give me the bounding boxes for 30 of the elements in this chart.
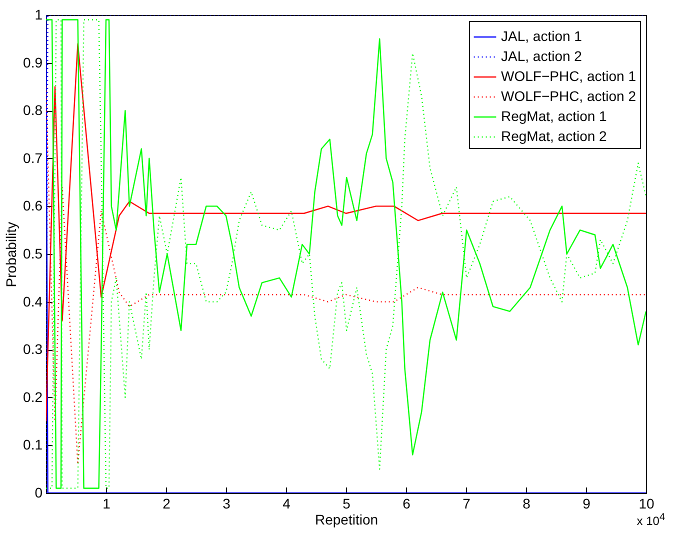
x-tick-label: 3 [222,496,231,512]
legend-label: WOLF−PHC, action 1 [501,68,636,84]
legend-label: JAL, action 1 [501,28,582,44]
legend-label: RegMat, action 1 [501,108,608,124]
x-axis-title: Repetition [314,512,378,528]
legend-label: JAL, action 2 [501,48,582,64]
y-tick-label: 0.3 [23,341,43,358]
x-tick-label: 2 [162,496,171,512]
x-tick-label: 5 [342,496,351,512]
y-tick-label: 0.2 [23,388,43,405]
x-tick-label: 8 [522,496,531,512]
x-tick-label: 4 [282,496,291,512]
x-tick-label: 1 [102,496,111,512]
legend-label: WOLF−PHC, action 2 [501,88,636,104]
y-tick-label: 0.1 [23,436,43,453]
y-tick-label: 0.8 [23,102,43,118]
y-tick-label: 0.9 [23,54,43,70]
y-tick-label: 0.6 [23,198,43,214]
y-tick-label: 1 [34,6,43,22]
y-tick-label: 0.5 [23,246,43,262]
x-tick-label: 9 [582,496,591,512]
y-tick-label: 0.7 [23,150,43,166]
x-tick-label: 7 [462,496,471,512]
legend-label: RegMat, action 2 [501,128,608,144]
x-tick-label: 6 [402,496,411,512]
x-tick-label: 10 [638,496,654,512]
text: x 10$^{4}$ [636,512,665,528]
y-tick-label: 0.4 [23,293,43,310]
y-tick-label: 0 [34,484,43,500]
y-axis-title: Probability [3,222,20,288]
